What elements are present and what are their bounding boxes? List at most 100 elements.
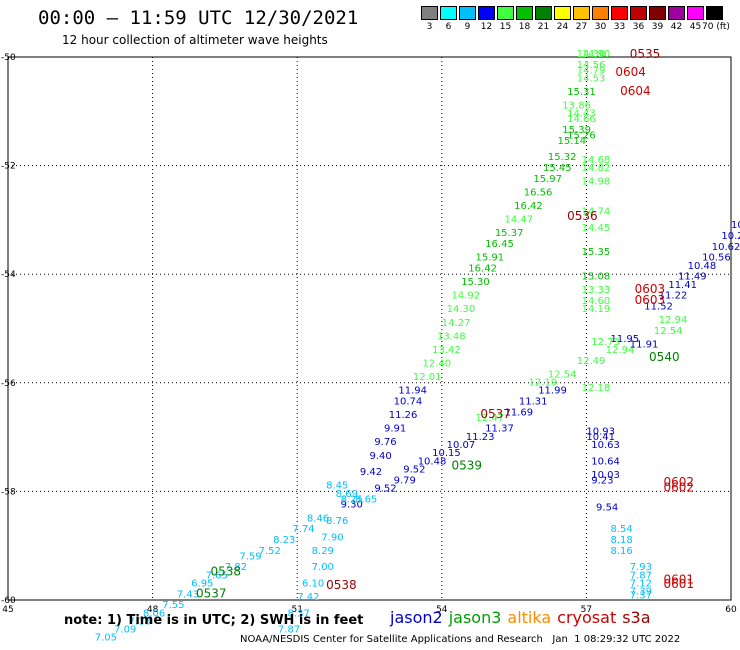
wave-height-value: 14.66 [567, 114, 596, 125]
wave-height-value: 9.91 [384, 424, 406, 435]
map-axes: 45 48 51 54 57 60 -50 -52 -54 -56 -58 -60 [1, 53, 737, 615]
legend-item-cryosat: cryosat [557, 608, 617, 627]
wave-height-value: 9.23 [591, 475, 613, 486]
wave-height-value: 15.32 [548, 152, 577, 163]
wave-height-value: 8.45 [326, 481, 348, 492]
scale-swatch [668, 6, 685, 20]
wave-height-value: 13.86 [562, 101, 591, 112]
scale-label: 36 [632, 22, 645, 32]
wave-height-value: 16.42 [514, 201, 543, 212]
y-tick-label: -56 [1, 379, 16, 389]
y-tick-label: -60 [1, 596, 16, 606]
wave-height-value: 10.4 [731, 220, 740, 231]
scale-label: 33 [613, 22, 626, 32]
pass-time-label: 0604 [620, 84, 651, 98]
wave-height-value: 7.18 [129, 616, 151, 627]
scale-label: 42 [670, 22, 683, 32]
wave-height-value: 7.65 [206, 570, 228, 581]
wave-height-value: 15.26 [567, 130, 596, 141]
wave-height-value: 8.65 [355, 494, 377, 505]
pass-time-label: 0601 [664, 577, 695, 591]
wave-height-value: 11.99 [538, 386, 567, 397]
wave-height-value: 14.60 [582, 296, 611, 307]
pass-time-label: 0537 [480, 407, 511, 421]
wave-height-value: 9.79 [394, 475, 416, 486]
scale-swatch [573, 6, 590, 20]
wave-height-value: 8.18 [611, 535, 633, 546]
wave-height-value: 15.08 [582, 272, 611, 283]
wave-height-value: 12.01 [413, 372, 442, 383]
wave-height-value: 12.94 [606, 345, 635, 356]
wave-height-value: 14.19 [582, 304, 611, 315]
wave-height-value: 11.95 [611, 334, 640, 345]
wave-height-value: 16.45 [485, 239, 514, 250]
wave-height-value: 6.10 [302, 578, 324, 589]
legend-item-jason2: jason2 [390, 608, 443, 627]
wave-height-value: 7.42 [297, 592, 319, 603]
wave-height-value: 15.97 [533, 174, 562, 185]
scale-label: 45 [689, 22, 702, 32]
wave-height-value: 14.68 [582, 155, 611, 166]
units-note: note: 1) Time is in UTC; 2) SWH is in fe… [64, 613, 364, 628]
wave-height-value: 14.90 [582, 49, 611, 60]
wave-height-value: 6.95 [191, 578, 213, 589]
wave-height-value: 15.45 [543, 163, 572, 174]
scale-label: 27 [575, 22, 588, 32]
satellite-legend: jason2 jason3 altika cryosat s3a [390, 608, 657, 627]
wave-height-value: 9.76 [374, 437, 396, 448]
pass-time-label: 0539 [451, 459, 482, 473]
y-tick-label: -54 [1, 270, 16, 280]
wave-height-value: 15.91 [476, 253, 505, 264]
wave-height-value: 10.41 [586, 432, 615, 443]
wave-height-value: 8.76 [326, 516, 348, 527]
scale-label: 21 [537, 22, 550, 32]
legend-item-s3a: s3a [622, 608, 651, 627]
x-tick-label: 57 [581, 605, 592, 615]
wave-height-value: 11.41 [668, 280, 697, 291]
wave-height-value: 13.48 [437, 331, 466, 342]
scale-swatch [649, 6, 666, 20]
wave-height-value: 9.42 [360, 467, 382, 478]
map-frame [7, 56, 732, 601]
scale-swatch [611, 6, 628, 20]
x-tick-label: 51 [291, 605, 302, 615]
wave-height-value: 14.43 [567, 109, 596, 120]
wave-height-value: 9.52 [374, 483, 396, 494]
wave-height-value: 14.27 [442, 318, 471, 329]
wave-height-value: 14.30 [447, 304, 476, 315]
wave-height-value: 7.09 [114, 625, 136, 636]
wave-height-value: 12.49 [577, 356, 606, 367]
page-title: 00:00 – 11:59 UTC 12/30/2021 [38, 7, 359, 29]
wave-height-value: 7.39 [630, 587, 652, 598]
pass-time-label: 0537 [196, 586, 227, 600]
x-tick-label: 54 [436, 605, 448, 615]
wave-height-value: 14.79 [577, 65, 606, 76]
scale-swatch [478, 6, 495, 20]
wave-height-value: 12.54 [548, 369, 577, 380]
wave-height-value: 10.56 [702, 253, 731, 264]
wave-height-value: 12.54 [654, 326, 683, 337]
wave-height-value: 14.56 [577, 60, 606, 71]
legend-item-altika: altika [507, 608, 552, 627]
wave-height-value: 8.16 [611, 546, 633, 557]
wave-height-value: 12.19 [529, 378, 558, 389]
scale-label: 39 [651, 22, 664, 32]
wave-height-value: 14.74 [582, 206, 611, 217]
scale-swatch [687, 6, 704, 20]
wave-height-value: 8.46 [307, 513, 329, 524]
wave-height-value: 9.52 [403, 464, 425, 475]
wave-height-value: 16.56 [524, 187, 553, 198]
wave-height-value: 7.55 [162, 600, 184, 611]
pass-time-label: 0601 [664, 573, 695, 587]
wave-height-value: 12.18 [582, 383, 611, 394]
scale-swatch [630, 6, 647, 20]
wave-height-value: 10.48 [418, 456, 447, 467]
wave-height-value: 15.31 [567, 87, 596, 98]
wave-height-value: 14.47 [504, 215, 533, 226]
wave-height-value: 11.94 [398, 386, 427, 397]
wave-height-value: 14.53 [577, 73, 606, 84]
wave-height-value: 8.54 [611, 524, 633, 535]
scale-swatch [459, 6, 476, 20]
